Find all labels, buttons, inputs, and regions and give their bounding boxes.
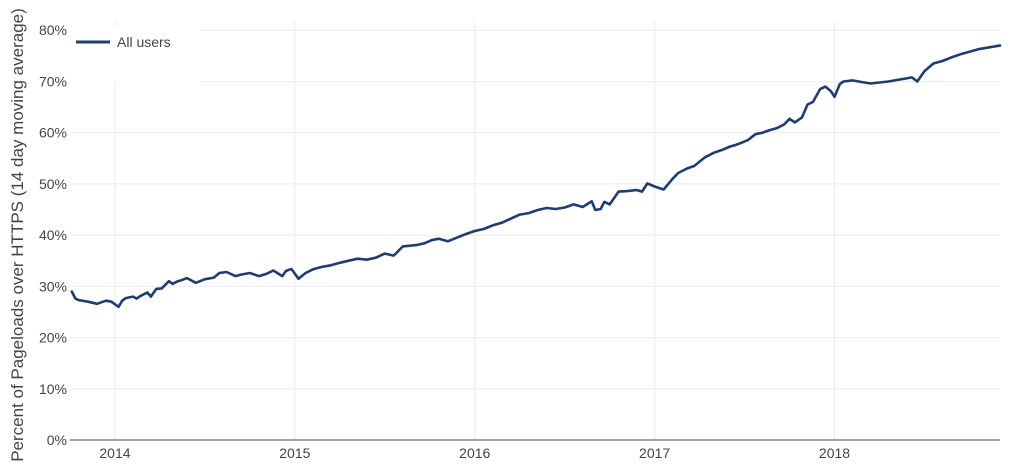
legend[interactable]: All users (68, 26, 200, 82)
legend-label-all-users[interactable]: All users (117, 34, 171, 50)
x-tick-label: 2014 (99, 445, 130, 461)
grid-lines (70, 20, 1000, 440)
series-lines (70, 44, 1002, 309)
x-tick-label: 2016 (459, 445, 490, 461)
y-tick-label: 40% (39, 227, 67, 243)
y-tick-label: 70% (39, 73, 67, 89)
y-tick-label: 60% (39, 125, 67, 141)
x-tick-label: 2015 (279, 445, 310, 461)
y-tick-label: 10% (39, 381, 67, 397)
y-tick-label: 0% (47, 432, 67, 448)
y-tick-label: 20% (39, 330, 67, 346)
legend-background (68, 26, 200, 82)
x-tick-label: 2017 (639, 445, 670, 461)
axes: 0% 10% 20% 30% 40% 50% 60% 70% 80% 2014 2015 2016 20… (39, 22, 1000, 461)
series-line-all-users[interactable] (70, 44, 1002, 309)
y-tick-label: 80% (39, 22, 67, 38)
y-axis-title: Percent of Pageloads over HTTPS (14 day … (8, 8, 27, 462)
y-tick-label: 50% (39, 176, 67, 192)
x-tick-label: 2018 (819, 445, 850, 461)
y-tick-label: 30% (39, 278, 67, 294)
